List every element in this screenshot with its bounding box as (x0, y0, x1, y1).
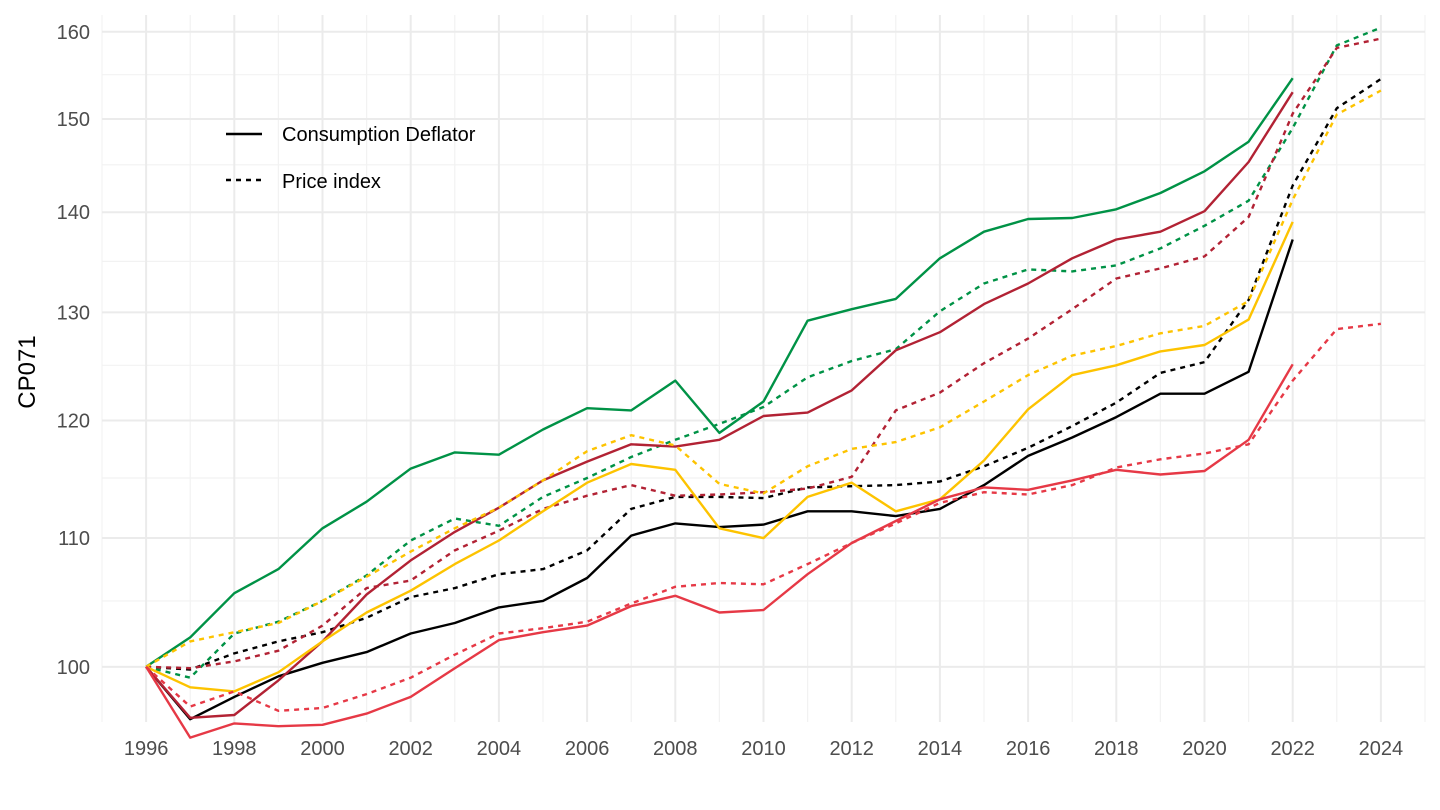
x-tick-label: 2012 (829, 738, 874, 760)
x-axis-tick-labels: 1996 1998 2000 2002 2004 2006 2008 2010 2012 2014… (124, 738, 1403, 760)
y-axis-tick-labels: 100 110 120 130 140 150 160 (57, 22, 90, 679)
y-tick-label: 160 (57, 22, 90, 44)
x-tick-label: 2018 (1094, 738, 1139, 760)
x-tick-label: 1998 (212, 738, 257, 760)
y-tick-label: 150 (57, 109, 90, 131)
series-line-10-dashed (145, 322, 1382, 712)
y-tick-label: 100 (57, 657, 90, 679)
x-tick-label: 2000 (300, 738, 345, 760)
x-tick-label: 1996 (124, 738, 169, 760)
legend-label-price-index: Price index (282, 171, 381, 193)
x-tick-label: 2022 (1270, 738, 1315, 760)
x-tick-label: 2008 (653, 738, 698, 760)
series-line-5-solid (145, 91, 1294, 719)
x-tick-label: 2024 (1359, 738, 1404, 760)
series-lines (145, 26, 1382, 739)
x-tick-label: 2010 (741, 738, 786, 760)
series-line-4-dashed (145, 26, 1382, 679)
series-line-8-dashed (145, 89, 1382, 668)
legend: Consumption Deflator Price index (226, 124, 476, 193)
y-tick-label: 110 (58, 528, 90, 550)
x-tick-label: 2014 (918, 738, 963, 760)
x-tick-label: 2016 (1006, 738, 1051, 760)
x-tick-label: 2004 (477, 738, 522, 760)
legend-label-consumption-deflator: Consumption Deflator (282, 124, 476, 146)
y-tick-label: 140 (57, 202, 90, 224)
series-line-7-solid (145, 221, 1294, 693)
y-axis-title: CP071 (14, 335, 41, 408)
y-tick-label: 130 (57, 302, 90, 324)
x-tick-label: 2006 (565, 738, 610, 760)
x-tick-label: 2002 (388, 738, 433, 760)
series-line-3-solid (145, 77, 1294, 668)
y-tick-label: 120 (57, 410, 90, 432)
x-tick-label: 2020 (1182, 738, 1227, 760)
major-gridlines (102, 15, 1425, 722)
